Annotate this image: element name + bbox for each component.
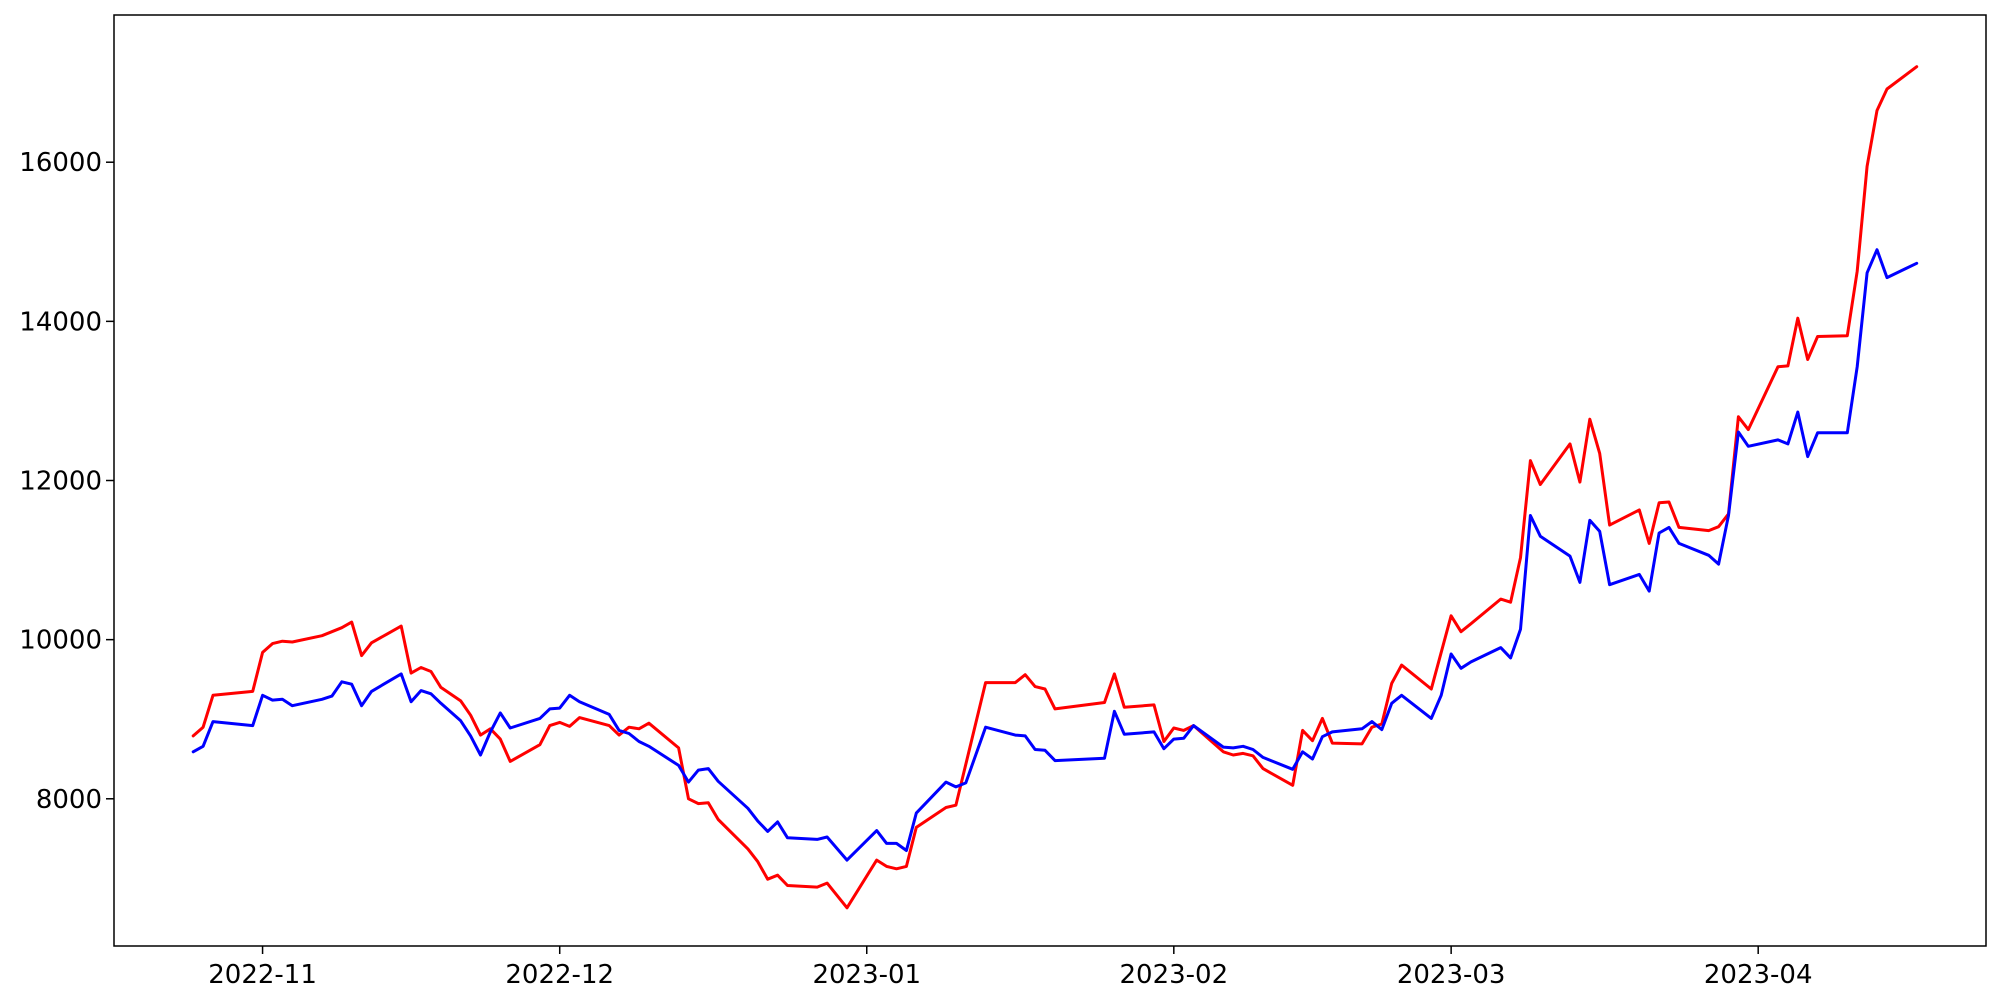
series-line-2: [191, 248, 1919, 862]
x-tick-label: 2023-01: [812, 960, 921, 990]
x-axis: 2022-11 2022-12 2023-01 2023-02 2023-03 2023-…: [208, 946, 1813, 990]
x-tick-label: 2022-12: [505, 960, 614, 990]
y-tick-label: 12000: [19, 467, 102, 497]
y-tick-label: 16000: [19, 148, 102, 178]
x-tick-label: 2023-04: [1704, 960, 1813, 990]
y-tick-label: 14000: [19, 307, 102, 337]
plot-frame: [113, 14, 1987, 947]
plot-lines: [191, 65, 1919, 910]
y-tick-label: 10000: [19, 626, 102, 656]
x-tick-label: 2022-11: [208, 960, 317, 990]
y-axis: 8000 10000 12000 14000 16000: [19, 148, 114, 815]
x-tick-label: 2023-02: [1119, 960, 1228, 990]
series-line-1: [191, 65, 1919, 910]
x-tick-label: 2023-03: [1397, 960, 1506, 990]
y-tick-label: 8000: [36, 785, 102, 815]
